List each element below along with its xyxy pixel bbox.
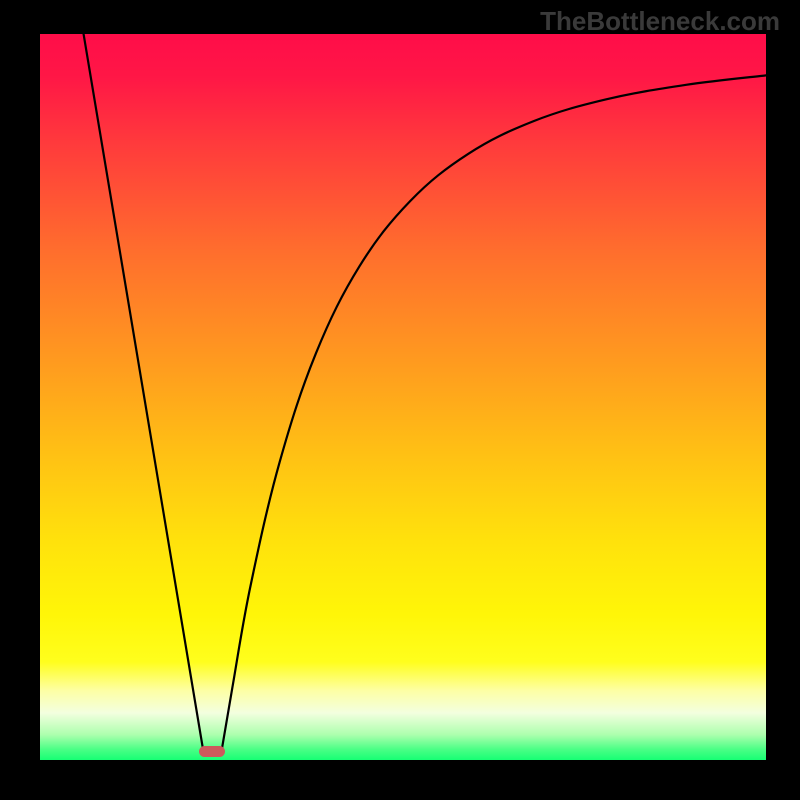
curve-left-branch <box>84 34 204 751</box>
bottleneck-curve <box>40 34 766 760</box>
chart-root: { "watermark": { "text": "TheBottleneck.… <box>0 0 800 800</box>
optimum-marker <box>199 746 224 757</box>
watermark-text: TheBottleneck.com <box>540 6 780 37</box>
plot-area <box>40 34 766 760</box>
curve-right-branch <box>222 75 767 751</box>
